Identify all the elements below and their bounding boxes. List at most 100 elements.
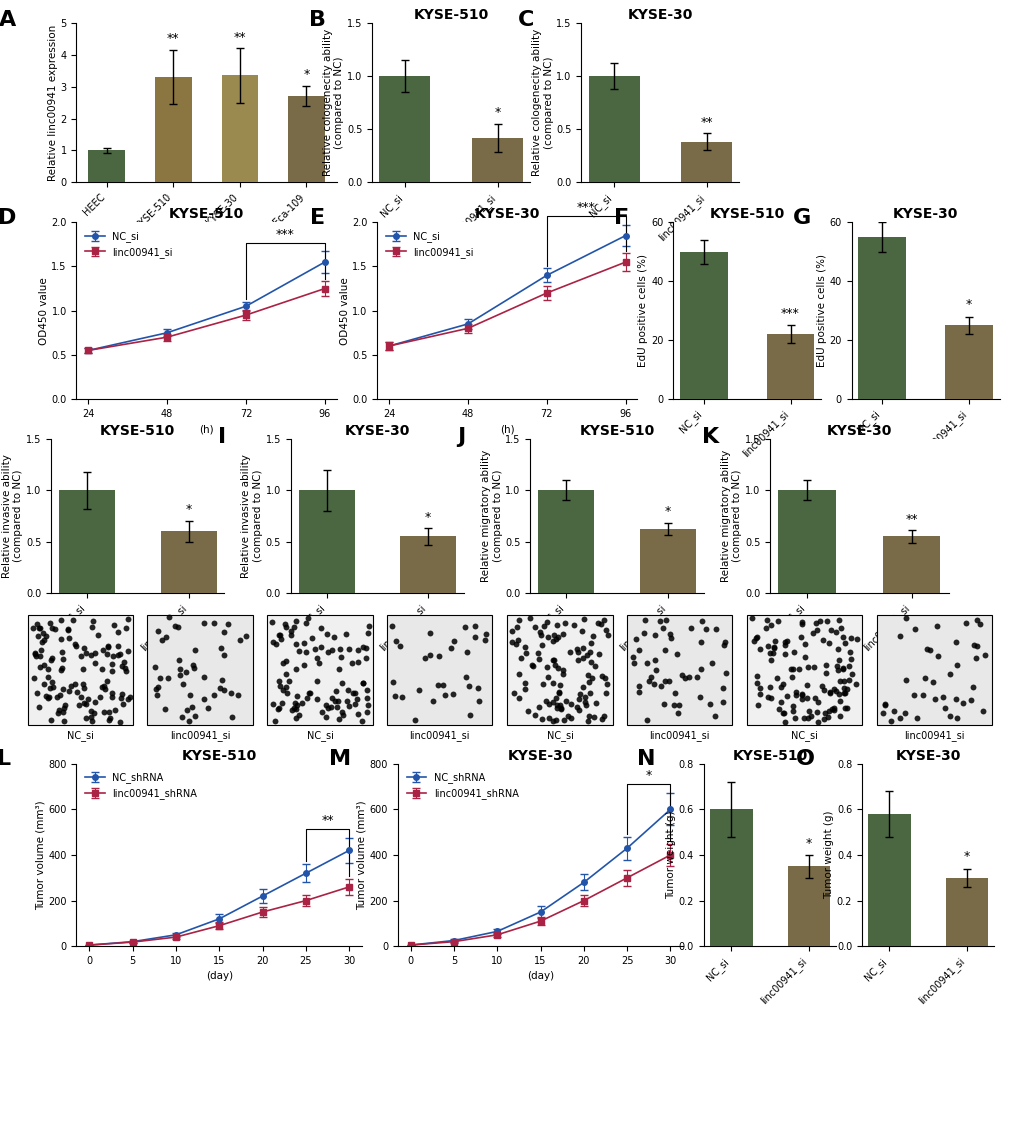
Point xyxy=(287,709,304,727)
Point xyxy=(274,654,290,673)
Point xyxy=(70,697,87,715)
Point xyxy=(520,702,536,720)
Point xyxy=(656,671,673,690)
Point xyxy=(350,705,366,723)
Point xyxy=(580,673,596,691)
Bar xyxy=(267,614,373,725)
Text: C: C xyxy=(518,10,534,30)
Point xyxy=(270,699,286,717)
Point xyxy=(779,632,795,650)
Point xyxy=(296,657,312,675)
Point xyxy=(547,689,564,707)
Point xyxy=(582,634,598,652)
Point xyxy=(312,638,328,657)
Point xyxy=(69,683,86,701)
Point xyxy=(625,648,641,666)
Text: *: * xyxy=(963,850,969,863)
Text: B: B xyxy=(309,10,326,30)
Point xyxy=(548,699,565,717)
Point xyxy=(807,614,823,633)
Point xyxy=(554,665,571,683)
Point xyxy=(835,679,851,698)
Point xyxy=(773,703,790,722)
Point xyxy=(818,612,835,630)
Point xyxy=(330,692,346,710)
Point xyxy=(148,679,164,698)
Point xyxy=(388,632,405,650)
Point xyxy=(703,654,719,673)
Point xyxy=(223,684,239,702)
Point xyxy=(949,656,965,674)
Bar xyxy=(858,237,905,399)
Point xyxy=(288,635,305,653)
Point xyxy=(918,640,934,658)
Point xyxy=(715,636,732,654)
Point xyxy=(40,668,56,686)
Point xyxy=(759,687,775,706)
Point xyxy=(769,700,786,718)
Point xyxy=(100,637,116,656)
Bar xyxy=(147,614,253,725)
Point xyxy=(219,614,235,633)
Point xyxy=(417,649,433,667)
Point xyxy=(829,661,846,679)
Text: linc00941_si: linc00941_si xyxy=(904,730,964,741)
Point xyxy=(324,641,340,659)
Point xyxy=(967,649,983,667)
Point xyxy=(547,629,564,648)
Point xyxy=(908,709,924,727)
Bar xyxy=(787,866,829,946)
Point xyxy=(84,645,100,663)
Point xyxy=(309,690,325,708)
Point xyxy=(318,708,334,726)
Point xyxy=(172,660,189,678)
Point xyxy=(524,656,540,674)
Point xyxy=(839,679,855,698)
Point xyxy=(516,679,532,698)
Title: KYSE-30: KYSE-30 xyxy=(892,207,958,221)
Point xyxy=(95,641,111,659)
Point xyxy=(578,646,594,665)
Text: **: ** xyxy=(700,115,712,129)
Point xyxy=(288,660,305,678)
Legend: NC_si, linc00941_si: NC_si, linc00941_si xyxy=(82,227,176,261)
Point xyxy=(73,689,90,707)
Point xyxy=(154,630,170,649)
Point xyxy=(120,690,137,708)
Point xyxy=(265,634,281,652)
Point xyxy=(692,660,708,678)
Point xyxy=(928,617,945,635)
Point xyxy=(775,703,792,722)
Point xyxy=(301,684,317,702)
Point xyxy=(580,707,596,725)
Point xyxy=(29,614,45,633)
Point xyxy=(569,643,585,661)
Point xyxy=(270,626,286,644)
Point xyxy=(338,692,355,710)
Point xyxy=(530,698,546,716)
Point xyxy=(508,618,525,636)
Point xyxy=(85,612,101,630)
Point xyxy=(586,708,602,726)
Point xyxy=(839,699,855,717)
Point xyxy=(53,611,69,629)
Y-axis label: Tumor volume (mm³): Tumor volume (mm³) xyxy=(36,800,46,910)
Point xyxy=(804,624,820,642)
Bar xyxy=(680,252,727,399)
Point xyxy=(150,678,166,697)
Point xyxy=(348,690,365,708)
Legend: NC_shRNA, linc00941_shRNA: NC_shRNA, linc00941_shRNA xyxy=(403,768,522,803)
Bar xyxy=(386,614,492,725)
Point xyxy=(31,619,47,637)
Point xyxy=(33,641,49,659)
Point xyxy=(929,646,946,665)
Point xyxy=(788,683,804,701)
Point xyxy=(628,629,644,648)
Bar xyxy=(160,531,216,593)
Point xyxy=(470,679,486,698)
Point xyxy=(784,668,800,686)
Bar xyxy=(876,614,991,725)
Point xyxy=(799,709,815,727)
Point xyxy=(323,690,339,708)
Point xyxy=(115,694,131,712)
